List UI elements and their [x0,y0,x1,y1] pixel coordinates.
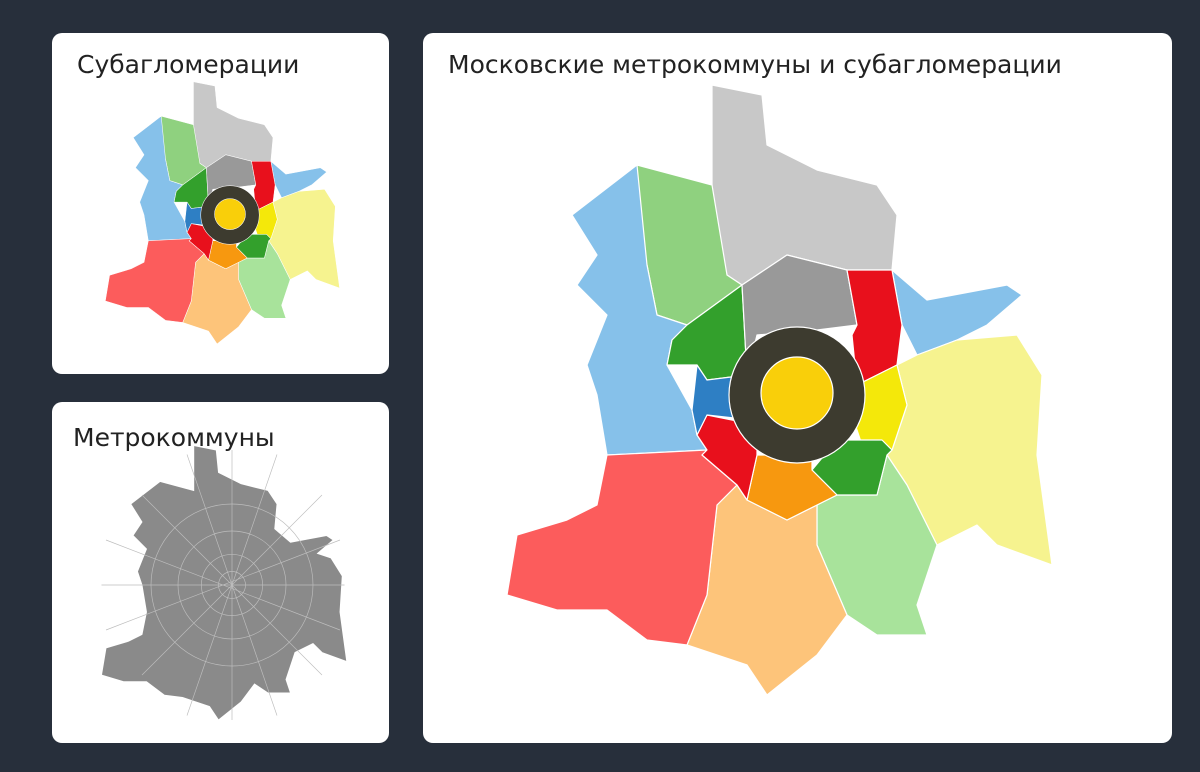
panel-title: Московские метрокоммуны и субагломерации [448,50,1062,79]
panel-title: Субагломерации [77,50,299,79]
panel-title: Метрокоммуны [73,423,275,452]
